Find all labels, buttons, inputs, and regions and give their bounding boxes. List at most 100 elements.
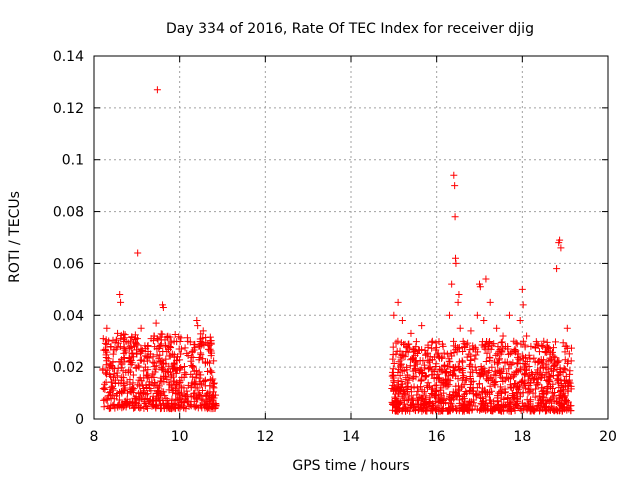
data-point: [551, 406, 559, 414]
data-point: [105, 363, 113, 371]
data-point: [446, 400, 454, 408]
data-point: [534, 380, 542, 388]
data-point: [537, 370, 545, 378]
data-point: [556, 407, 564, 415]
data-point: [200, 378, 208, 386]
data-point: [399, 380, 407, 388]
data-point: [462, 341, 470, 349]
data-point: [463, 353, 471, 361]
data-point: [475, 380, 483, 388]
data-point: [534, 402, 542, 410]
data-point: [506, 350, 514, 358]
data-point: [156, 341, 164, 349]
data-point: [437, 384, 445, 392]
data-point: [531, 393, 539, 401]
data-point: [494, 343, 502, 351]
data-point: [166, 342, 174, 350]
data-point: [548, 389, 556, 397]
data-point: [554, 372, 562, 380]
data-point: [199, 334, 207, 342]
data-point: [405, 376, 413, 384]
data-point: [421, 364, 429, 372]
data-point: [195, 374, 203, 382]
data-point: [516, 316, 524, 324]
data-point: [407, 402, 415, 410]
data-point: [498, 338, 506, 346]
data-point: [403, 342, 411, 350]
data-point: [523, 357, 531, 365]
data-point: [433, 374, 441, 382]
data-point: [189, 362, 197, 370]
data-point: [153, 351, 161, 359]
data-point: [100, 403, 108, 411]
data-point: [99, 385, 107, 393]
data-point: [529, 370, 537, 378]
data-point: [421, 388, 429, 396]
data-point: [458, 395, 466, 403]
data-point: [146, 396, 154, 404]
data-point: [163, 404, 171, 412]
data-point: [499, 344, 507, 352]
data-point: [525, 400, 533, 408]
data-point: [473, 311, 481, 319]
data-point: [443, 350, 451, 358]
data-point: [537, 395, 545, 403]
data-point: [161, 392, 169, 400]
data-point: [204, 358, 212, 366]
data-point: [390, 311, 398, 319]
data-point: [121, 331, 129, 339]
data-point: [494, 398, 502, 406]
data-point: [557, 376, 565, 384]
data-point: [176, 394, 184, 402]
data-point: [403, 379, 411, 387]
data-point: [116, 291, 124, 299]
data-point: [434, 370, 442, 378]
data-point: [391, 394, 399, 402]
data-point: [404, 383, 412, 391]
data-point: [440, 361, 448, 369]
data-point: [522, 353, 530, 361]
data-point: [158, 357, 166, 365]
data-point: [419, 357, 427, 365]
data-point: [500, 395, 508, 403]
data-point: [514, 350, 522, 358]
data-point: [132, 340, 140, 348]
data-point: [416, 403, 424, 411]
data-point: [195, 342, 203, 350]
data-point: [389, 387, 397, 395]
data-point: [542, 399, 550, 407]
data-point: [556, 236, 564, 244]
data-point: [162, 372, 170, 380]
data-point: [480, 316, 488, 324]
data-point: [390, 360, 398, 367]
data-point: [450, 395, 458, 403]
data-point: [117, 364, 125, 372]
data-point: [120, 335, 128, 343]
data-point: [459, 337, 467, 345]
data-point: [428, 356, 436, 364]
data-point: [504, 345, 512, 353]
data-point: [180, 403, 188, 411]
data-point: [516, 356, 524, 364]
y-tick-label: 0: [75, 412, 84, 428]
data-point: [146, 397, 154, 405]
data-point: [486, 298, 494, 306]
data-point: [433, 344, 441, 352]
data-point: [439, 377, 447, 385]
data-point: [172, 380, 180, 388]
data-point: [208, 368, 216, 376]
data-point: [428, 338, 436, 346]
data-point: [140, 396, 148, 404]
data-point: [165, 379, 173, 387]
data-point: [439, 406, 447, 414]
data-point: [426, 363, 434, 371]
data-point: [525, 376, 533, 384]
data-point: [388, 400, 396, 408]
data-point: [491, 404, 499, 412]
data-point: [422, 407, 430, 415]
data-point: [191, 344, 199, 352]
data-point: [189, 354, 197, 362]
data-point: [120, 349, 128, 357]
data-point: [423, 404, 431, 412]
data-point: [542, 344, 550, 352]
